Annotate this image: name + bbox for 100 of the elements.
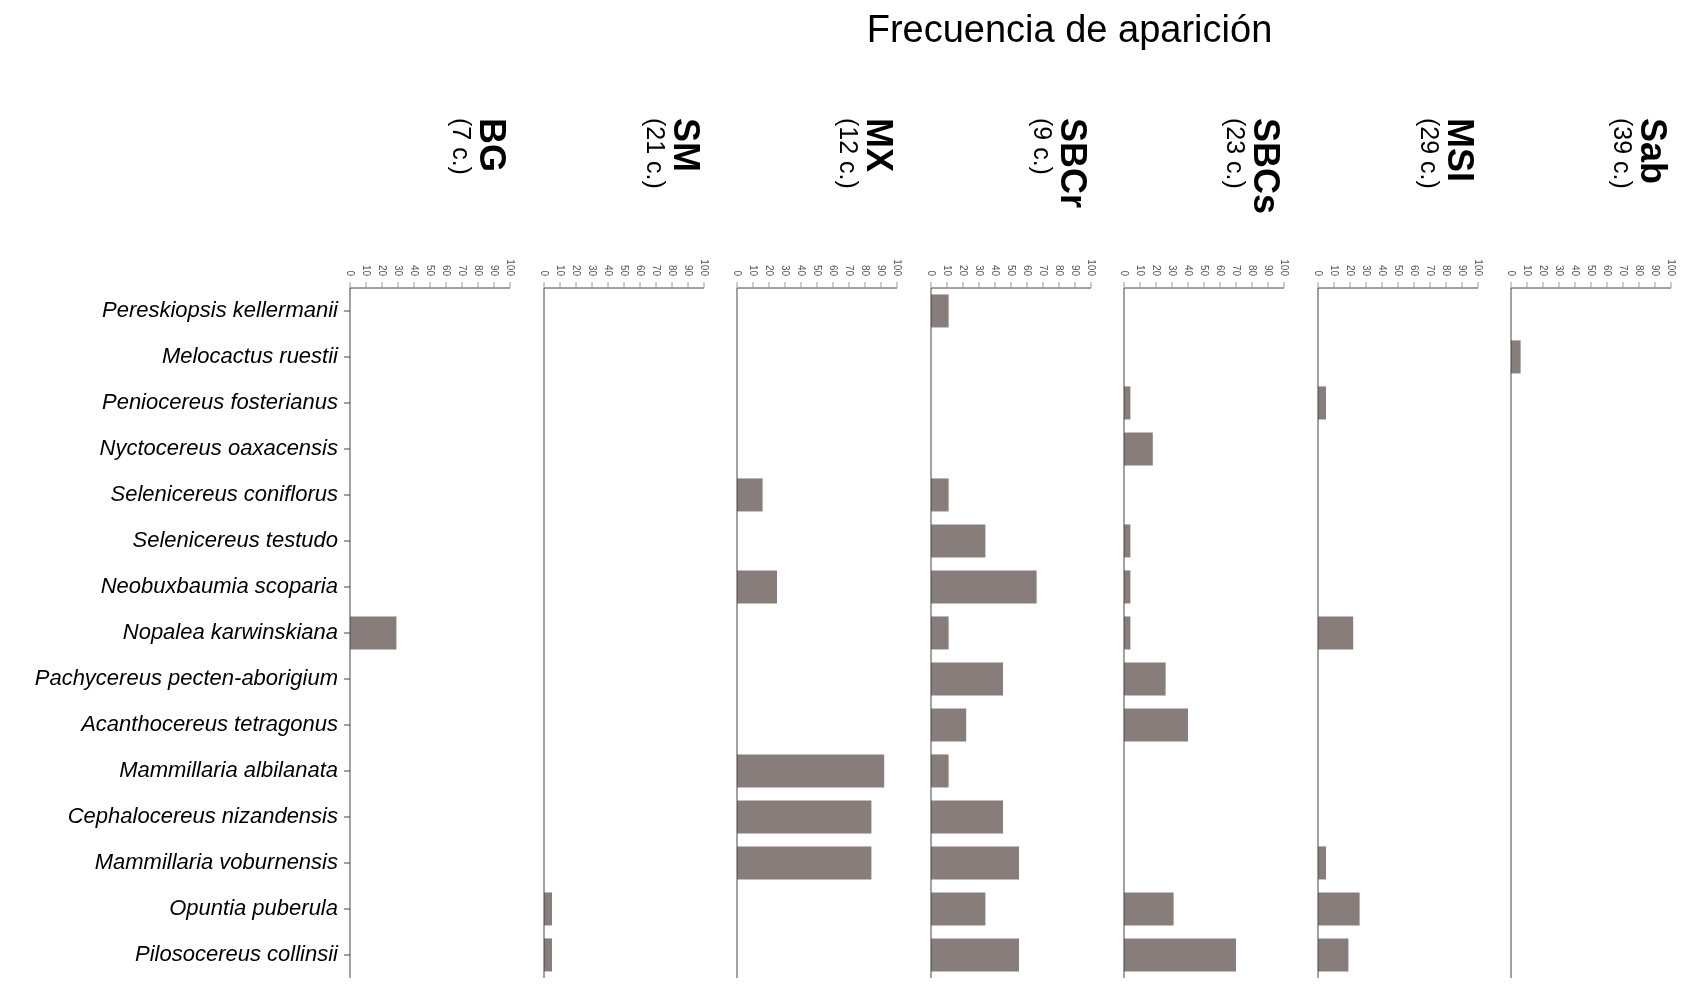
x-tick-label: 20 xyxy=(957,264,969,277)
bar xyxy=(930,800,1003,834)
x-tick-label: 60 xyxy=(1602,264,1614,277)
x-tick-label: 0 xyxy=(1312,270,1324,277)
y-tick-label: Peniocereus fosterianus xyxy=(101,388,338,414)
x-tick-label: 20 xyxy=(570,264,582,277)
bar xyxy=(930,662,1003,696)
y-tick-label: Melocactus ruestii xyxy=(161,342,340,368)
bar xyxy=(930,570,1037,604)
x-tick-label: 10 xyxy=(361,264,373,277)
y-tick-label: Acanthocereus tetragonus xyxy=(79,710,338,736)
bar xyxy=(1124,662,1166,696)
x-tick-label: 40 xyxy=(989,264,1001,277)
bar xyxy=(1124,938,1236,972)
bar xyxy=(1317,938,1348,972)
x-tick-label: 60 xyxy=(634,264,646,277)
x-tick-label: 100 xyxy=(698,259,710,277)
x-tick-label: 50 xyxy=(1392,264,1404,277)
x-tick-label: 60 xyxy=(1021,264,1033,277)
x-tick-label: 100 xyxy=(1085,259,1097,277)
y-tick-label: Nopalea karwinskiana xyxy=(122,618,338,644)
x-tick-label: 10 xyxy=(941,264,953,277)
x-tick-label: 70 xyxy=(1424,264,1436,277)
bar xyxy=(930,892,985,926)
x-tick-label: 90 xyxy=(489,264,501,277)
x-tick-label: 50 xyxy=(1586,264,1598,277)
x-tick-label: 40 xyxy=(796,264,808,277)
bar xyxy=(737,478,763,512)
y-tick-label: Selenicereus testudo xyxy=(132,526,338,552)
x-tick-label: 70 xyxy=(844,264,856,277)
x-tick-label: 50 xyxy=(1005,264,1017,277)
x-tick-label: 70 xyxy=(1618,264,1630,277)
x-tick-label: 30 xyxy=(1554,264,1566,277)
x-tick-label: 70 xyxy=(1231,264,1243,277)
x-tick-label: 60 xyxy=(441,264,453,277)
bar xyxy=(930,708,966,742)
y-tick-label: Pilosocereus collinsii xyxy=(135,940,340,966)
bar xyxy=(1124,708,1188,742)
bar xyxy=(737,570,777,604)
y-tick-label: Mammillaria voburnensis xyxy=(94,848,338,874)
bar xyxy=(737,754,885,788)
bar xyxy=(930,846,1019,880)
x-tick-label: 0 xyxy=(1119,270,1131,277)
text: Frecuencia de aparición xyxy=(865,8,1274,51)
x-tick-label: 10 xyxy=(554,264,566,277)
y-tick-label: Pereskiopsis kellermanii xyxy=(102,296,340,322)
bar xyxy=(737,800,872,834)
x-tick-label: 10 xyxy=(1522,264,1534,277)
x-tick-label: 40 xyxy=(409,264,421,277)
x-tick-label: 20 xyxy=(1538,264,1550,277)
bar xyxy=(930,754,949,788)
x-tick-label: 30 xyxy=(1167,264,1179,277)
x-tick-label: 90 xyxy=(1650,264,1662,277)
y-tick-label: Neobuxbaumia scoparia xyxy=(100,572,338,598)
x-tick-label: 40 xyxy=(1376,264,1388,277)
x-tick-label: 100 xyxy=(1666,259,1678,277)
x-tick-label: 100 xyxy=(1279,259,1291,277)
x-tick-label: 40 xyxy=(1183,264,1195,277)
x-tick-label: 30 xyxy=(393,264,405,277)
y-tick-label: Nyctocereus oaxacensis xyxy=(99,434,338,460)
x-tick-label: 80 xyxy=(1634,264,1646,277)
x-tick-label: 60 xyxy=(828,264,840,277)
x-tick-label: 0 xyxy=(732,270,744,277)
x-tick-label: 50 xyxy=(812,264,824,277)
x-tick-label: 70 xyxy=(457,264,469,277)
bar xyxy=(930,616,949,650)
x-tick-label: 100 xyxy=(505,259,517,277)
x-tick-label: 0 xyxy=(925,270,937,277)
x-tick-label: 80 xyxy=(473,264,485,277)
x-tick-label: 90 xyxy=(876,264,888,277)
x-tick-label: 30 xyxy=(1360,264,1372,277)
x-tick-label: 50 xyxy=(1199,264,1211,277)
x-tick-label: 30 xyxy=(973,264,985,277)
x-tick-label: 60 xyxy=(1215,264,1227,277)
bar xyxy=(737,846,872,880)
bar xyxy=(1317,616,1353,650)
x-tick-label: 80 xyxy=(1053,264,1065,277)
bar xyxy=(1124,432,1153,466)
bar xyxy=(930,938,1019,972)
y-tick-label: Selenicereus coniflorus xyxy=(110,480,338,506)
y-tick-label: Pachycereus pecten-aborigium xyxy=(34,664,338,690)
x-tick-label: 80 xyxy=(860,264,872,277)
x-tick-label: 80 xyxy=(1247,264,1259,277)
x-tick-label: 20 xyxy=(1344,264,1356,277)
x-tick-label: 50 xyxy=(618,264,630,277)
x-tick-label: 10 xyxy=(1135,264,1147,277)
x-tick-label: 60 xyxy=(1408,264,1420,277)
x-tick-label: 0 xyxy=(538,270,550,277)
bar xyxy=(930,524,985,558)
x-tick-label: 70 xyxy=(650,264,662,277)
x-tick-label: 100 xyxy=(1472,259,1484,277)
x-tick-label: 90 xyxy=(1263,264,1275,277)
y-tick-label: Cephalocereus nizandensis xyxy=(67,802,338,828)
x-tick-label: 30 xyxy=(780,264,792,277)
x-tick-label: 80 xyxy=(1440,264,1452,277)
bar xyxy=(930,294,949,328)
x-tick-label: 70 xyxy=(1037,264,1049,277)
y-tick-label: Mammillaria albilanata xyxy=(119,756,338,782)
x-tick-label: 90 xyxy=(1456,264,1468,277)
x-tick-label: 100 xyxy=(892,259,904,277)
